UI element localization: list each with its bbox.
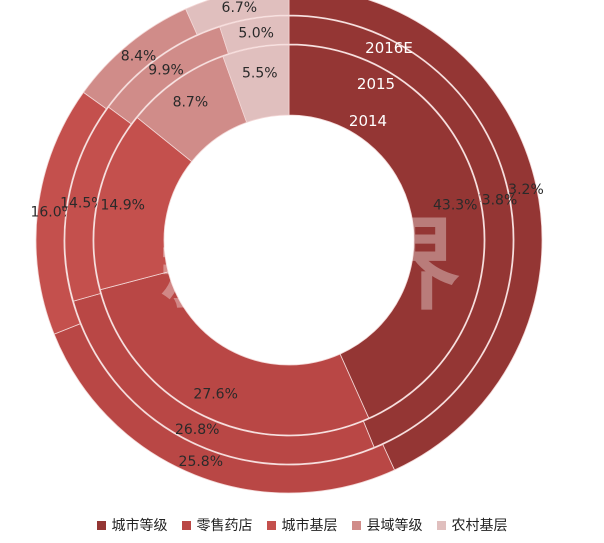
value-label-1-4: 5.0% xyxy=(238,26,274,42)
legend-swatch-2 xyxy=(266,520,276,530)
legend-swatch-1 xyxy=(181,520,191,530)
slice-2-1 xyxy=(99,271,370,436)
donut-chart: 43.2% 25.8% 16.0% 8.4% 6.7% 43.8% 26.8% 14.5% 9.… xyxy=(30,0,544,494)
legend: 城市等级 零售药店 城市基层 县域等级 农村基层 xyxy=(0,511,604,539)
value-label-0-0: 43.2% xyxy=(499,182,543,198)
legend-swatch-0 xyxy=(96,520,106,530)
value-label-1-0: 43.8% xyxy=(473,192,517,208)
legend-swatch-3 xyxy=(351,520,361,530)
value-label-1-3: 9.9% xyxy=(148,63,184,79)
legend-item-4: 农村基层 xyxy=(436,515,508,535)
slice-0-4 xyxy=(185,0,290,36)
value-label-0-3: 8.4% xyxy=(121,49,157,65)
legend-item-2: 城市基层 xyxy=(266,515,338,535)
slice-2-0 xyxy=(288,44,485,419)
series-label-2: 2014 xyxy=(349,112,387,130)
series-label-1: 2015 xyxy=(357,75,395,93)
value-label-1-1: 26.8% xyxy=(175,422,219,438)
legend-item-0: 城市等级 xyxy=(96,515,168,535)
value-label-2-4: 5.5% xyxy=(242,66,278,82)
slice-2-4 xyxy=(222,44,290,123)
legend-item-1: 零售药店 xyxy=(181,515,253,535)
slice-1-4 xyxy=(219,15,290,55)
legend-label-1: 零售药店 xyxy=(196,518,253,534)
legend-swatch-4 xyxy=(436,520,446,530)
value-label-0-2: 16.0% xyxy=(30,204,74,220)
legend-label-3: 县域等级 xyxy=(366,518,423,534)
value-label-2-3: 8.7% xyxy=(173,95,209,111)
value-label-1-2: 14.5% xyxy=(60,196,104,212)
series-label-0: 2016E xyxy=(365,39,413,57)
value-label-2-0: 43.3% xyxy=(433,197,477,213)
value-label-0-4: 6.7% xyxy=(222,0,258,16)
legend-label-4: 农村基层 xyxy=(451,518,508,534)
watermark: 新康界 xyxy=(160,207,460,324)
legend-item-3: 县域等级 xyxy=(351,515,423,535)
legend-label-0: 城市等级 xyxy=(111,518,168,534)
value-label-0-1: 25.8% xyxy=(179,454,223,470)
legend-label-2: 城市基层 xyxy=(281,518,338,534)
value-label-2-2: 14.9% xyxy=(101,197,145,213)
value-label-2-1: 27.6% xyxy=(193,386,237,402)
